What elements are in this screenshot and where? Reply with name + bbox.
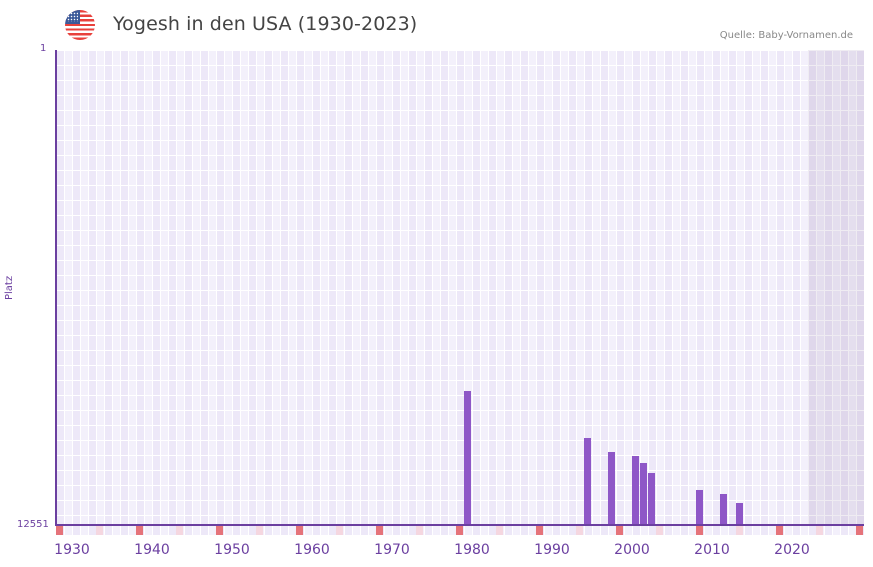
y-tick-top: 1 (40, 43, 47, 54)
decade-marker (456, 525, 463, 535)
rank-bar-2011[interactable] (720, 494, 727, 525)
half-decade-marker (496, 525, 503, 535)
x-tick-label: 1990 (534, 542, 570, 558)
page-title: Yogesh in den USA (1930-2023) (113, 13, 418, 35)
rank-bar-2001[interactable] (640, 463, 647, 525)
half-decade-marker (256, 525, 263, 535)
half-decade-marker (96, 525, 103, 535)
half-decade-marker (816, 525, 823, 535)
x-tick-label: 2020 (774, 542, 810, 558)
y-tick-bottom: 12551 (17, 519, 49, 530)
decade-marker (56, 525, 63, 535)
grid (56, 50, 864, 525)
rank-bar-1994[interactable] (584, 437, 591, 525)
x-tick-label: 1980 (454, 542, 490, 558)
decade-marker (696, 525, 703, 535)
rank-bar-1979[interactable] (464, 390, 471, 525)
decade-marker (776, 525, 783, 535)
y-axis (55, 50, 57, 525)
half-decade-marker (576, 525, 583, 535)
y-axis-title: Platz (4, 275, 15, 300)
half-decade-marker (336, 525, 343, 535)
x-tick-label: 2010 (694, 542, 730, 558)
decade-marker (536, 525, 543, 535)
half-decade-marker (656, 525, 663, 535)
half-decade-marker (176, 525, 183, 535)
x-tick-label: 1950 (214, 542, 250, 558)
us-flag-icon (65, 10, 95, 40)
rank-bar-2000[interactable] (632, 456, 639, 525)
x-tick-label: 1960 (294, 542, 330, 558)
source-credit: Quelle: Baby-Vornamen.de (719, 30, 853, 41)
x-tick-label: 1930 (54, 542, 90, 558)
decade-marker (376, 525, 383, 535)
x-axis (55, 524, 864, 526)
decade-marker (136, 525, 143, 535)
decade-marker (616, 525, 623, 535)
projection-shade (808, 50, 864, 525)
decade-marker (216, 525, 223, 535)
rank-bar-2002[interactable] (648, 472, 655, 525)
rank-bar-2013[interactable] (736, 503, 743, 525)
half-decade-marker (736, 525, 743, 535)
decade-marker (296, 525, 303, 535)
decade-marker (856, 525, 863, 535)
x-tick-label: 2000 (614, 542, 650, 558)
rank-bar-1997[interactable] (608, 451, 615, 525)
chart-plot-area (56, 50, 864, 525)
rank-bar-2008[interactable] (696, 489, 703, 525)
x-tick-label: 1970 (374, 542, 410, 558)
half-decade-marker (416, 525, 423, 535)
x-tick-label: 1940 (134, 542, 170, 558)
